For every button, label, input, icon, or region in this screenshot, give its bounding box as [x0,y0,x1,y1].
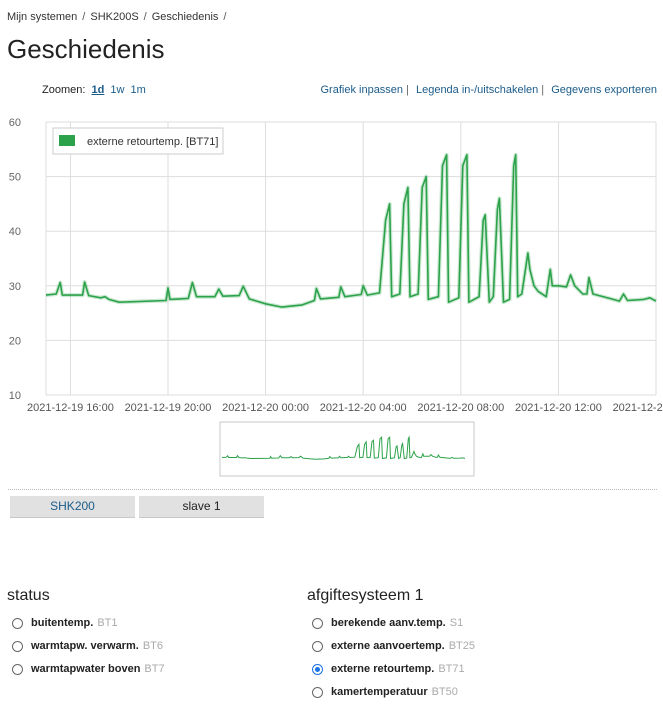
option-label: berekende aanv.temp. [331,617,446,629]
legend-swatch [59,135,75,146]
radio-buitentemp[interactable] [12,617,23,629]
page-title: Geschiedenis [7,34,165,64]
y-tick-label: 40 [9,226,21,238]
action-separator: | [541,84,545,96]
option-label: kamertemperatuur [331,686,428,698]
export-data-link[interactable]: Gegevens exporteren [551,84,657,96]
option-code: BT7 [144,663,165,675]
option-label: externe retourtemp. [331,663,435,675]
option-berekende-aanv-temp[interactable]: berekende aanv.temp. S1 [312,617,463,629]
toggle-legend-link[interactable]: Legenda in-/uitschakelen [415,84,539,96]
y-tick-label: 60 [9,117,21,129]
tab-slave-1[interactable]: slave 1 [139,496,264,518]
radio-externe-retourtemp[interactable] [312,663,323,675]
option-label: warmtapw. verwarm. [31,640,139,652]
option-label: externe aanvoertemp. [331,640,445,652]
x-tick-label: 2021-12-19 20:00 [125,402,212,414]
radio-externe-aanvoertemp[interactable] [312,640,323,652]
x-tick-label: 2021-12-20 08:00 [417,402,504,414]
option-code: BT71 [438,663,465,675]
zoom-1d-link[interactable]: 1d [91,84,105,96]
tab-shk200[interactable]: SHK200 [10,496,135,518]
breadcrumb-separator: / [82,11,86,23]
section-divider [8,489,657,490]
chart-actions: Grafiek inpassen | Legenda in-/uitschakel… [321,84,658,96]
navigator-frame [219,421,475,477]
option-externe-retourtemp[interactable]: externe retourtemp. BT71 [312,663,465,675]
breadcrumb-separator: / [223,11,227,23]
x-tick-label: 2021-12-20 12:00 [515,402,602,414]
option-warmtapw-verwarm[interactable]: warmtapw. verwarm. BT6 [12,640,163,652]
option-label: buitentemp. [31,617,94,629]
breadcrumb-item-history[interactable]: Geschiedenis [151,11,219,23]
x-tick-label: 2021-12-20 16:00 [613,402,663,414]
afgifte-group-title: afgiftesysteem 1 [307,587,424,604]
option-code: S1 [449,617,464,629]
option-code: BT50 [431,686,458,698]
radio-berekende-aanv-temp[interactable] [312,617,323,629]
option-label: warmtapwater boven [31,663,141,675]
y-tick-label: 10 [9,390,21,402]
option-code: BT6 [142,640,163,652]
action-separator: | [406,84,409,96]
option-buitentemp[interactable]: buitentemp. BT1 [12,617,118,629]
option-code: BT1 [97,617,118,629]
zoom-1w-link[interactable]: 1w [110,84,125,96]
fit-chart-link[interactable]: Grafiek inpassen [320,84,404,96]
navigator-series-line [221,435,466,460]
option-warmtapwater-boven[interactable]: warmtapwater boven BT7 [12,663,165,675]
legend-label: externe retourtemp. [BT71] [87,136,218,148]
y-axis-labels: 10 20 30 40 50 60 [9,117,21,402]
x-axis-labels: 2021-12-19 16:00 2021-12-19 20:00 2021-12-… [27,402,663,414]
option-kamertemperatuur[interactable]: kamertemperatuur BT50 [312,686,458,698]
x-tick-label: 2021-12-20 00:00 [222,402,309,414]
breadcrumb-separator: / [143,11,147,23]
status-group-title: status [7,587,50,604]
radio-kamertemperatuur[interactable] [312,686,323,698]
navigator[interactable] [219,421,475,477]
zoom-1m-link[interactable]: 1m [130,84,146,96]
x-tick-label: 2021-12-20 04:00 [320,402,407,414]
option-externe-aanvoertemp[interactable]: externe aanvoertemp. BT25 [312,640,475,652]
chart-grid [45,121,657,396]
breadcrumb: Mijn systemen / SHK200S / Geschiedenis / [7,11,231,23]
y-tick-label: 20 [9,335,21,347]
radio-warmtapw-verwarm[interactable] [12,640,23,652]
zoom-label: Zoomen: [42,84,86,96]
series-line[interactable] [45,154,657,308]
breadcrumb-item-systems[interactable]: Mijn systemen [7,11,78,23]
breadcrumb-item-device[interactable]: SHK200S [90,11,139,23]
legend-box [52,127,224,155]
y-tick-label: 30 [9,281,21,293]
option-code: BT25 [448,640,476,652]
chart-legend[interactable]: externe retourtemp. [BT71] [52,127,224,155]
y-tick-label: 50 [9,172,21,184]
radio-warmtapwater-boven[interactable] [12,663,23,675]
chart-series-group [45,152,657,310]
x-tick-label: 2021-12-19 16:00 [27,402,114,414]
zoom-controls: Zoomen: 1d 1w 1m [42,84,146,96]
